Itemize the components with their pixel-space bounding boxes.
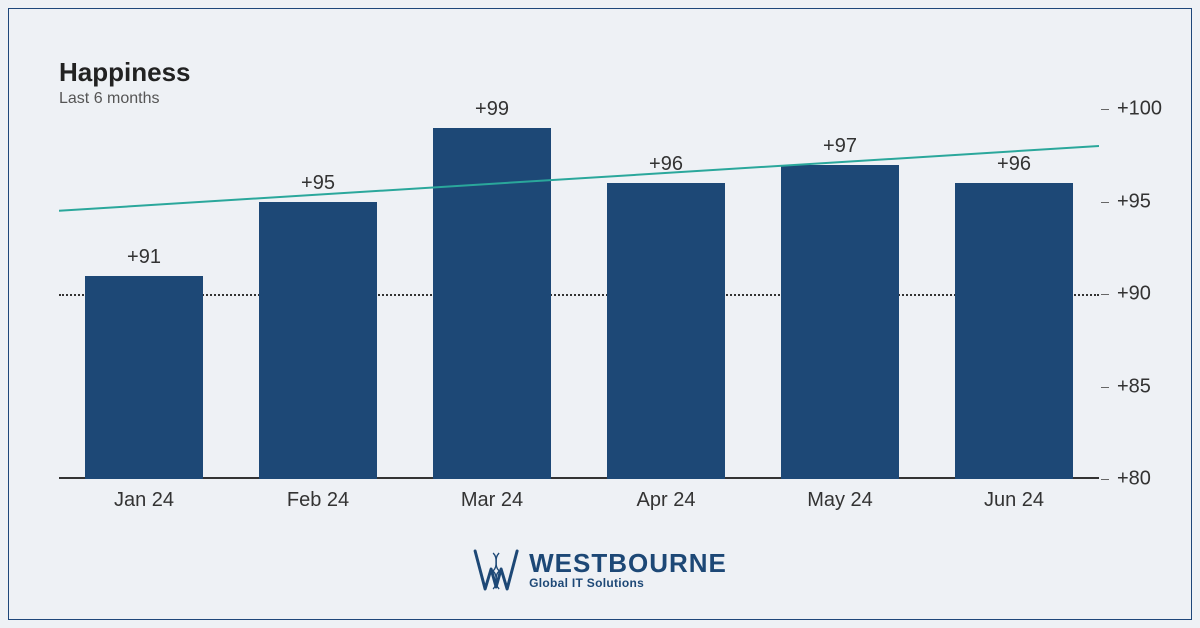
y-tick-mark [1101,109,1109,110]
chart-area: +80+85+90+95+100+91Jan 24+95Feb 24+99Mar… [59,109,1099,479]
bar-value-label: +96 [955,153,1073,176]
logo-icon [473,549,519,591]
y-tick-mark [1101,387,1109,388]
bar-value-label: +99 [433,98,551,121]
y-tick-label: +95 [1117,190,1151,213]
logo-text: WESTBOURNE Global IT Solutions [529,550,727,590]
bar: +96 [607,183,725,479]
bar: +91 [85,276,203,480]
bar-value-label: +96 [607,153,725,176]
plot-region: +80+85+90+95+100+91Jan 24+95Feb 24+99Mar… [59,109,1099,479]
x-axis-label: Apr 24 [607,489,725,512]
x-axis [59,477,1099,479]
y-tick-mark [1101,202,1109,203]
logo-brand-name: WESTBOURNE [529,550,727,576]
chart-title: Happiness [59,57,191,88]
x-axis-label: Jan 24 [85,489,203,512]
bar: +99 [433,128,551,480]
chart-subtitle: Last 6 months [59,90,191,108]
x-axis-label: May 24 [781,489,899,512]
y-tick-mark [1101,479,1109,480]
x-axis-label: Mar 24 [433,489,551,512]
bar-value-label: +97 [781,135,899,158]
reference-line [59,294,1099,296]
title-block: Happiness Last 6 months [59,57,191,108]
x-axis-label: Jun 24 [955,489,1073,512]
brand-logo: WESTBOURNE Global IT Solutions [473,549,727,591]
y-tick-label: +90 [1117,283,1151,306]
logo-tagline: Global IT Solutions [529,576,727,590]
bar: +96 [955,183,1073,479]
bar-value-label: +95 [259,172,377,195]
x-axis-label: Feb 24 [259,489,377,512]
y-tick-label: +100 [1117,98,1162,121]
bar-value-label: +91 [85,246,203,269]
y-tick-mark [1101,294,1109,295]
y-tick-label: +85 [1117,375,1151,398]
chart-frame: Happiness Last 6 months +80+85+90+95+100… [8,8,1192,620]
bar: +95 [259,202,377,480]
bar: +97 [781,165,899,480]
y-tick-label: +80 [1117,468,1151,491]
